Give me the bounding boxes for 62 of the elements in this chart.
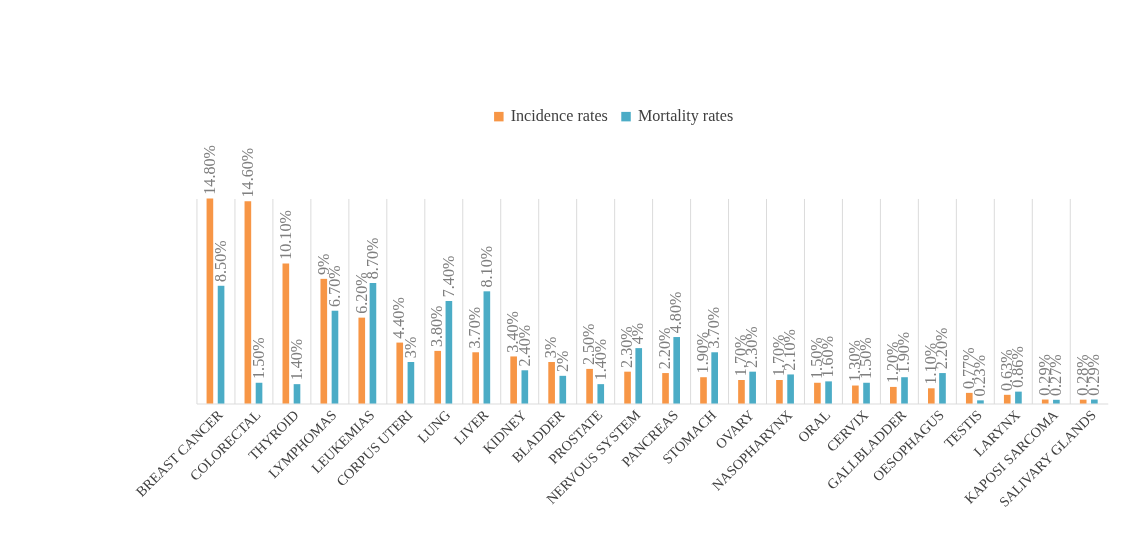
bar [472, 352, 479, 404]
bar [635, 348, 643, 404]
bar [825, 381, 832, 404]
bar [711, 352, 718, 404]
bar [407, 361, 415, 404]
data-label: 3.70% [466, 306, 484, 349]
bar [852, 385, 859, 404]
data-label: 3% [401, 336, 419, 359]
bar [1015, 391, 1022, 404]
bar [434, 350, 442, 404]
legend-label: Mortality rates [637, 107, 734, 126]
bar [814, 382, 821, 404]
bar [331, 310, 339, 404]
bar [217, 285, 225, 404]
data-label: 1.50% [249, 337, 267, 379]
bar [890, 386, 897, 404]
bar [369, 283, 377, 404]
bar [939, 373, 946, 404]
bar [521, 370, 529, 404]
data-label: 10.10% [276, 210, 294, 260]
bar [863, 382, 870, 404]
data-label: 3.80% [428, 305, 446, 348]
bar [282, 263, 290, 404]
data-label: 8.50% [211, 240, 229, 282]
bar [700, 377, 707, 404]
bar [597, 384, 605, 404]
bar [662, 373, 669, 404]
bar [738, 379, 745, 404]
bar [483, 291, 491, 404]
bar [358, 317, 366, 404]
bar [510, 356, 517, 404]
bar [559, 375, 567, 404]
data-label: 4.40% [390, 297, 408, 339]
data-label: 7.40% [439, 255, 457, 298]
bar [927, 388, 935, 404]
bar [396, 342, 404, 404]
bar [965, 392, 973, 404]
data-label: 14.60% [238, 147, 256, 198]
bar [673, 337, 681, 404]
data-label: 8.10% [477, 245, 495, 288]
bar [445, 301, 453, 404]
bar [320, 278, 328, 404]
bar [1003, 394, 1011, 404]
bar [548, 361, 555, 404]
bar [586, 368, 593, 404]
bar [624, 371, 631, 404]
bar [749, 371, 756, 404]
data-label: 1.40% [287, 338, 305, 381]
bar [1041, 399, 1049, 404]
bar [977, 400, 984, 404]
bar [293, 384, 301, 404]
bar [244, 201, 252, 404]
bar [255, 382, 263, 404]
bar [787, 374, 794, 404]
bar [901, 377, 908, 404]
bar [776, 379, 783, 404]
bar [1079, 399, 1087, 404]
bar [1091, 399, 1098, 404]
data-label: 14.80% [200, 144, 218, 195]
legend-label: Incidence rates [510, 107, 608, 125]
bar [206, 198, 214, 404]
bar [1053, 399, 1060, 404]
